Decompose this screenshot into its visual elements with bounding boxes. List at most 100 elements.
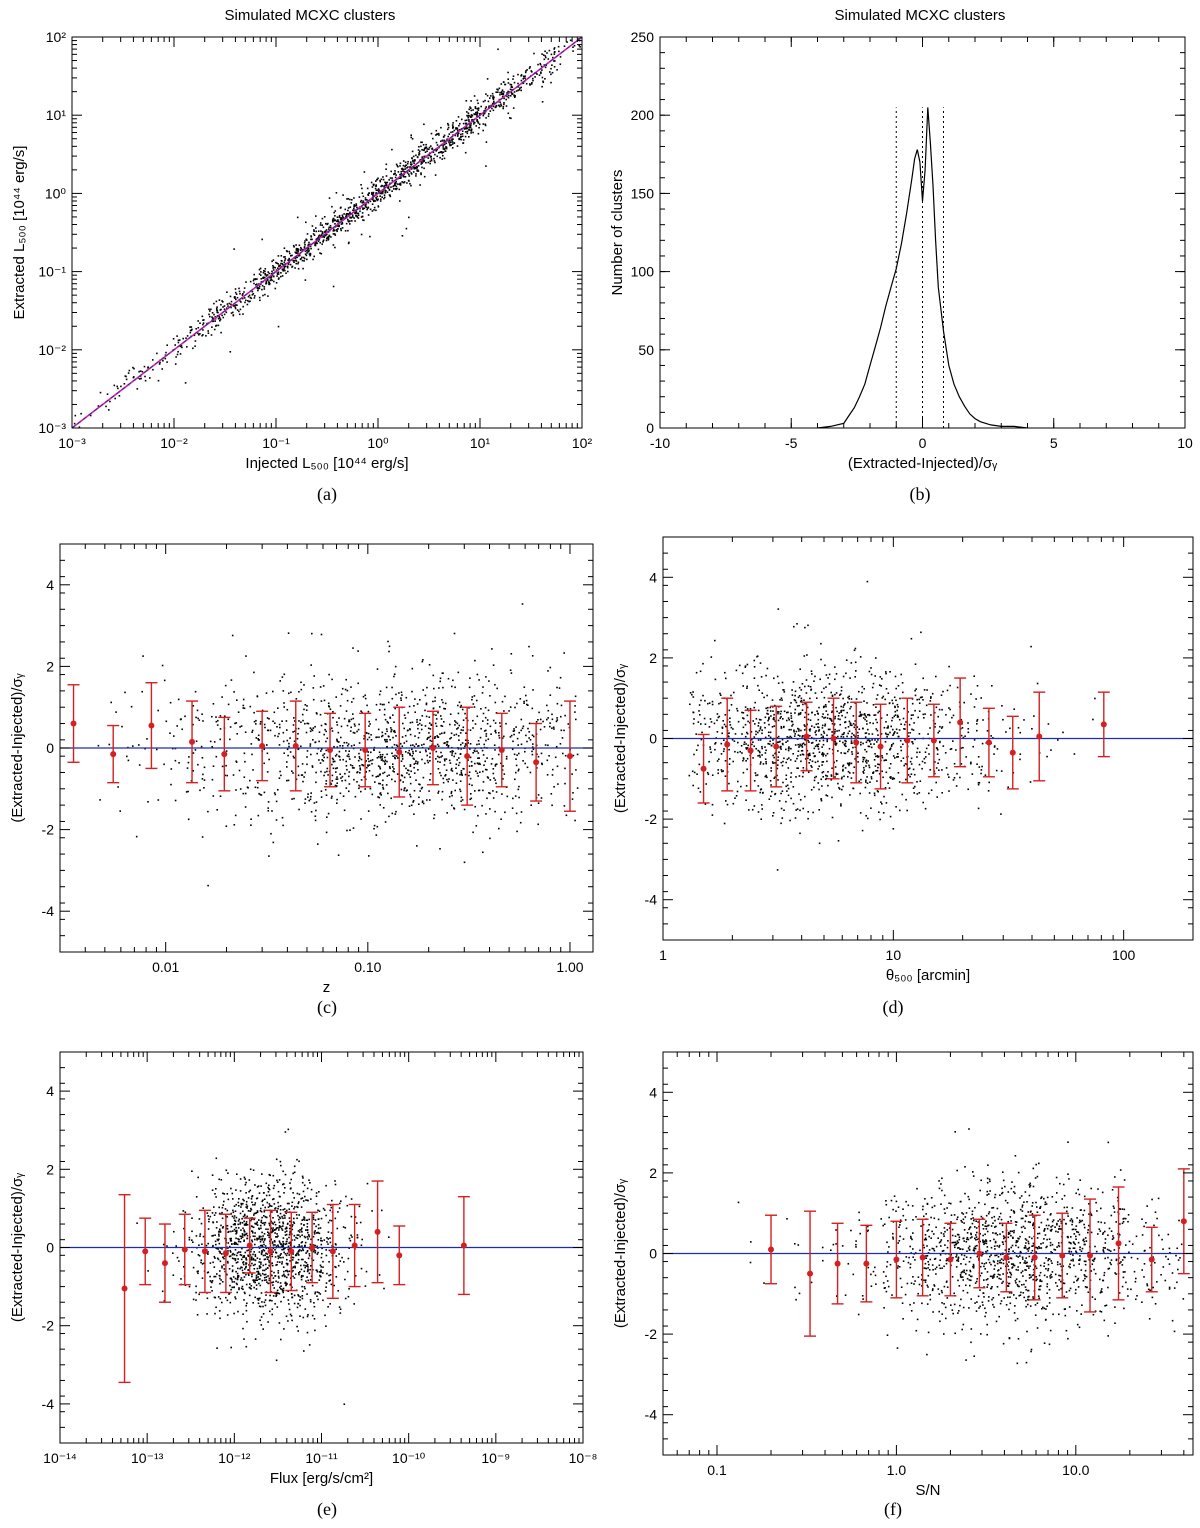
scatter-point (553, 53, 556, 55)
scatter-point (377, 198, 379, 201)
scatter-point (302, 267, 304, 270)
scatter-point (177, 339, 180, 342)
plot-area-c (60, 603, 593, 887)
scatter-point (239, 726, 241, 728)
scatter-point (780, 807, 783, 810)
scatter-point (479, 763, 481, 766)
scatter-point (373, 200, 375, 203)
scatter-point (499, 91, 501, 94)
scatter-point (507, 96, 510, 99)
scatter-point (394, 170, 396, 172)
scatter-point (916, 781, 918, 783)
scatter-point (276, 726, 278, 728)
scatter-point (448, 143, 451, 145)
scatter-point (916, 747, 919, 750)
scatter-point (553, 48, 555, 50)
scatter-point (451, 131, 454, 133)
scatter-point (317, 240, 320, 243)
scatter-point (507, 90, 509, 93)
scatter-point (751, 808, 754, 811)
scatter-point (817, 713, 819, 715)
scatter-point (845, 740, 847, 743)
scatter-point (492, 772, 495, 775)
scatter-point (440, 126, 442, 129)
scatter-point (757, 725, 760, 727)
scatter-point (395, 188, 397, 191)
scatter-point (777, 682, 780, 684)
scatter-point (447, 780, 449, 783)
scatter-point (532, 689, 534, 691)
scatter-point (765, 674, 767, 677)
scatter-point (724, 714, 727, 716)
scatter-point (350, 202, 353, 204)
scatter-point (877, 790, 879, 793)
scatter-point (765, 707, 767, 710)
scatter-point (777, 608, 780, 610)
scatter-point (219, 715, 222, 717)
scatter-point (934, 761, 936, 763)
scatter-point (529, 739, 532, 741)
scatter-point (177, 351, 179, 353)
scatter-point (875, 657, 877, 659)
scatter-point (281, 720, 283, 722)
scatter-point (439, 156, 441, 159)
scatter-point (993, 753, 995, 755)
scatter-point (758, 729, 761, 732)
scatter-point (952, 714, 955, 717)
scatter-point (802, 753, 805, 756)
scatter-point (433, 814, 436, 816)
scatter-point (699, 791, 702, 793)
scatter-point (787, 767, 790, 769)
scatter-point (286, 265, 289, 268)
scatter-point (539, 62, 541, 65)
scatter-point (787, 794, 790, 797)
scatter-point (305, 254, 308, 257)
scatter-point (286, 266, 289, 269)
scatter-point (371, 191, 373, 194)
scatter-point (161, 368, 163, 370)
scatter-point (193, 334, 196, 337)
scatter-point (382, 772, 384, 775)
scatter-point (126, 755, 128, 758)
scatter-point (759, 662, 762, 664)
scatter-point (516, 702, 518, 705)
scatter-point (425, 715, 428, 718)
scatter-point (354, 220, 356, 222)
scatter-point (426, 738, 428, 740)
scatter-point (433, 817, 435, 820)
scatter-point (824, 778, 827, 781)
scatter-point (554, 60, 556, 62)
scatter-point (367, 732, 370, 735)
scatter-point (745, 799, 747, 801)
scatter-point (718, 702, 720, 705)
scatter-point (1031, 728, 1033, 730)
scatter-point (217, 317, 220, 320)
scatter-point (522, 78, 525, 80)
scatter-point (447, 746, 449, 749)
scatter-point (848, 763, 851, 765)
scatter-point (295, 256, 298, 258)
scatter-point (468, 127, 471, 129)
scatter-point (879, 818, 881, 821)
x-tick-label: 1.00 (556, 959, 583, 975)
scatter-point (233, 824, 236, 826)
x-tick-label: -10 (650, 435, 670, 451)
scatter-point (341, 218, 343, 220)
scatter-point (518, 752, 520, 755)
scatter-point (385, 182, 388, 184)
scatter-point (413, 763, 416, 765)
scatter-point (194, 690, 197, 693)
scatter-point (914, 663, 917, 665)
scatter-point (330, 236, 332, 238)
scatter-point (336, 225, 338, 227)
scatter-point (361, 187, 363, 190)
scatter-point (335, 696, 337, 698)
scatter-point (799, 745, 801, 747)
scatter-point (918, 763, 921, 766)
scatter-point (842, 741, 844, 744)
scatter-point (579, 46, 581, 48)
scatter-point (786, 719, 788, 722)
scatter-point (375, 184, 377, 186)
scatter-point (114, 397, 116, 400)
scatter-point (109, 400, 111, 403)
